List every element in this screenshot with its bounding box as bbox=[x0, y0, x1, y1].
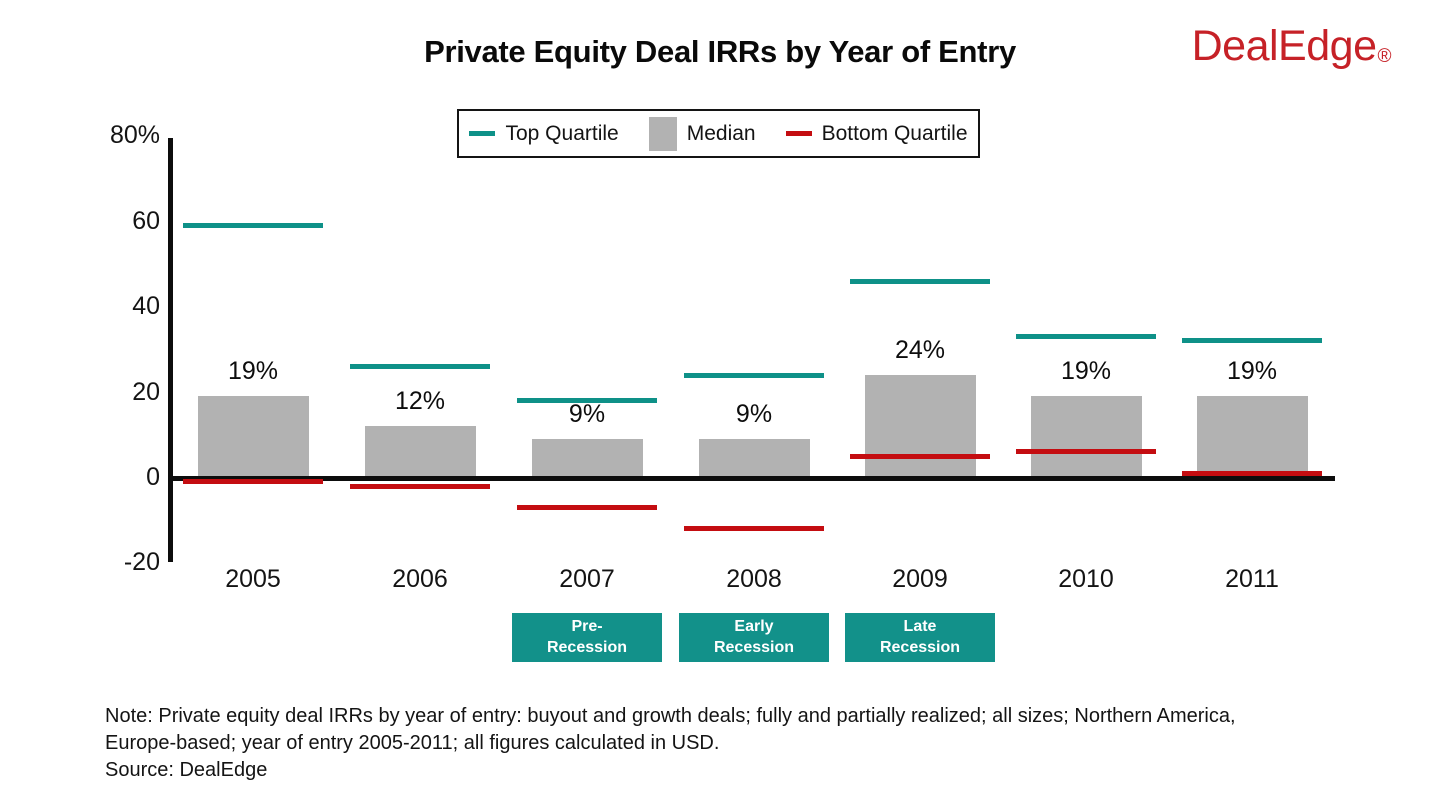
top-quartile-line bbox=[1016, 334, 1156, 340]
legend-label: Top Quartile bbox=[505, 121, 619, 145]
bottom-quartile-line bbox=[1182, 470, 1322, 476]
legend-label: Bottom Quartile bbox=[821, 121, 968, 145]
logo-text: DealEdge bbox=[1191, 22, 1377, 70]
median-value-label: 9% bbox=[568, 399, 606, 428]
median-value-label: 19% bbox=[227, 356, 279, 385]
x-axis-label: 2005 bbox=[225, 565, 281, 593]
x-axis-label: 2008 bbox=[726, 565, 782, 593]
source-line: Source: DealEdge bbox=[105, 759, 268, 781]
footnote-line: Europe-based; year of entry 2005-2011; a… bbox=[105, 732, 720, 754]
median-value-label: 19% bbox=[1226, 356, 1278, 385]
y-axis-line bbox=[168, 138, 173, 562]
registered-trademark-icon: ® bbox=[1377, 46, 1392, 67]
bottom-quartile-line bbox=[850, 453, 990, 459]
legend-item-top-quartile: Top Quartile bbox=[469, 121, 619, 146]
top-quartile-line bbox=[517, 398, 657, 404]
bottom-quartile-line-swatch bbox=[785, 131, 812, 136]
bottom-quartile-line bbox=[350, 483, 490, 489]
median-bar bbox=[1196, 395, 1308, 477]
median-bar bbox=[531, 438, 643, 477]
chart-title: Private Equity Deal IRRs by Year of Entr… bbox=[424, 34, 1016, 69]
footnote: Note: Private equity deal IRRs by year o… bbox=[105, 703, 1395, 784]
median-bar bbox=[698, 438, 810, 477]
x-axis-label: 2011 bbox=[1225, 565, 1279, 593]
bottom-quartile-line bbox=[684, 526, 824, 532]
median-value-label: 19% bbox=[1060, 356, 1112, 385]
median-bar bbox=[1030, 395, 1142, 477]
bottom-quartile-line bbox=[517, 504, 657, 510]
y-axis-tick-label: 20 bbox=[132, 377, 160, 406]
y-axis-tick-label: 60 bbox=[132, 206, 160, 235]
recession-badge-line: Recession bbox=[713, 638, 795, 656]
legend-item-bottom-quartile: Bottom Quartile bbox=[785, 121, 968, 146]
median-bar-swatch bbox=[648, 116, 677, 151]
median-value-label: 12% bbox=[394, 386, 446, 415]
recession-badge-line: Pre- bbox=[571, 617, 603, 635]
x-axis-label: 2006 bbox=[392, 565, 448, 593]
top-quartile-line bbox=[684, 372, 824, 378]
y-axis-tick-label: 80% bbox=[109, 121, 160, 150]
top-quartile-line bbox=[350, 363, 490, 369]
top-quartile-line-swatch bbox=[469, 131, 496, 136]
y-axis-tick-label: -20 bbox=[123, 548, 160, 577]
bottom-quartile-line bbox=[183, 479, 323, 485]
x-axis-zero-line bbox=[168, 476, 1335, 481]
y-axis-tick-label: 40 bbox=[132, 292, 160, 321]
footnote-line: Note: Private equity deal IRRs by year o… bbox=[105, 705, 1236, 727]
recession-badge: Late Recession bbox=[845, 613, 995, 662]
recession-badge-line: Recession bbox=[879, 638, 961, 656]
x-axis-label: 2007 bbox=[559, 565, 615, 593]
top-quartile-line bbox=[183, 223, 323, 229]
median-value-label: 24% bbox=[894, 335, 946, 364]
y-axis-tick-label: 0 bbox=[146, 463, 160, 491]
recession-badge-line: Late bbox=[903, 617, 937, 635]
recession-badge-line: Recession bbox=[546, 638, 628, 656]
median-bar bbox=[364, 425, 476, 477]
dealedge-logo: DealEdge® bbox=[1191, 22, 1392, 71]
x-axis-label: 2010 bbox=[1058, 565, 1114, 593]
median-bar bbox=[864, 374, 976, 477]
recession-badge-line: Early bbox=[734, 617, 774, 635]
bottom-quartile-line bbox=[1016, 449, 1156, 455]
legend-label: Median bbox=[686, 121, 756, 145]
x-axis-label: 2009 bbox=[892, 565, 948, 593]
recession-badge: Pre- Recession bbox=[512, 613, 662, 662]
top-quartile-line bbox=[850, 278, 990, 284]
chart-legend: Top Quartile Median Bottom Quartile bbox=[457, 109, 980, 158]
recession-badge: Early Recession bbox=[679, 613, 829, 662]
legend-item-median: Median bbox=[648, 116, 756, 151]
median-bar bbox=[197, 395, 309, 477]
median-value-label: 9% bbox=[735, 399, 773, 428]
top-quartile-line bbox=[1182, 338, 1322, 344]
